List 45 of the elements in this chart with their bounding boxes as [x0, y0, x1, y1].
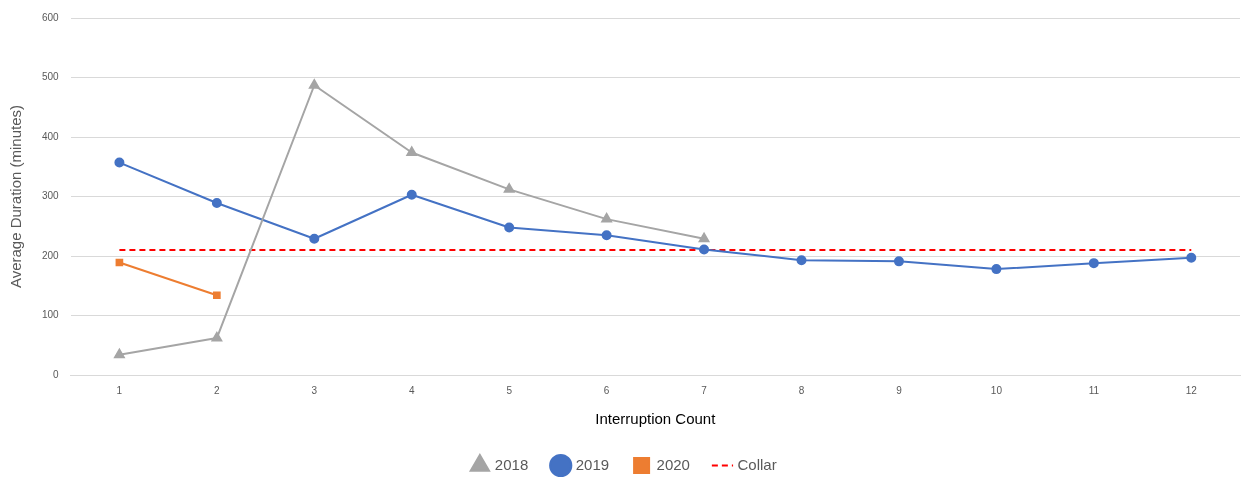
point — [503, 183, 515, 193]
x-axis-title: Interruption Count — [595, 410, 717, 428]
x-tick-label: 1 — [116, 384, 123, 396]
point — [991, 264, 1002, 275]
point — [308, 79, 320, 89]
x-tick-label: 7 — [701, 384, 708, 396]
point — [114, 157, 125, 168]
legend-label: Collar — [737, 455, 777, 473]
point — [1186, 252, 1197, 263]
x-tick-label: 5 — [506, 384, 513, 396]
x-tick-label: 2 — [214, 384, 221, 396]
y-tick-label: 500 — [42, 71, 60, 83]
y-tick-label: 400 — [42, 130, 60, 142]
point — [796, 255, 807, 266]
point — [406, 146, 418, 156]
point — [1088, 258, 1099, 269]
legend-label: 2019 — [575, 455, 610, 473]
point — [699, 244, 710, 255]
x-tick-label: 9 — [896, 384, 903, 396]
y-axis-title: Average Duration (minutes) — [7, 104, 25, 289]
point — [601, 213, 612, 223]
y-tick-label: 200 — [42, 249, 60, 261]
legend-label: 2020 — [656, 455, 690, 473]
x-tick-label: 11 — [1088, 384, 1100, 396]
point — [698, 232, 710, 243]
point — [211, 332, 223, 342]
point — [211, 198, 222, 209]
x-tick-label: 3 — [311, 384, 318, 396]
legend-label: 2018 — [494, 455, 529, 473]
x-tick-label: 10 — [990, 384, 1003, 396]
point — [114, 348, 125, 359]
point — [893, 256, 904, 267]
point — [309, 233, 320, 244]
point — [213, 291, 221, 300]
x-tick-label: 12 — [1185, 384, 1198, 396]
y-tick-label: 100 — [42, 309, 60, 321]
x-tick-label: 8 — [798, 384, 805, 396]
x-tick-label: 6 — [603, 384, 610, 396]
y-tick-label: 600 — [42, 11, 60, 23]
y-tick-label: 0 — [53, 368, 60, 380]
point — [504, 222, 515, 233]
x-tick-label: 4 — [408, 384, 415, 396]
y-tick-label: 300 — [42, 190, 60, 202]
point — [406, 189, 417, 200]
point — [601, 230, 612, 241]
